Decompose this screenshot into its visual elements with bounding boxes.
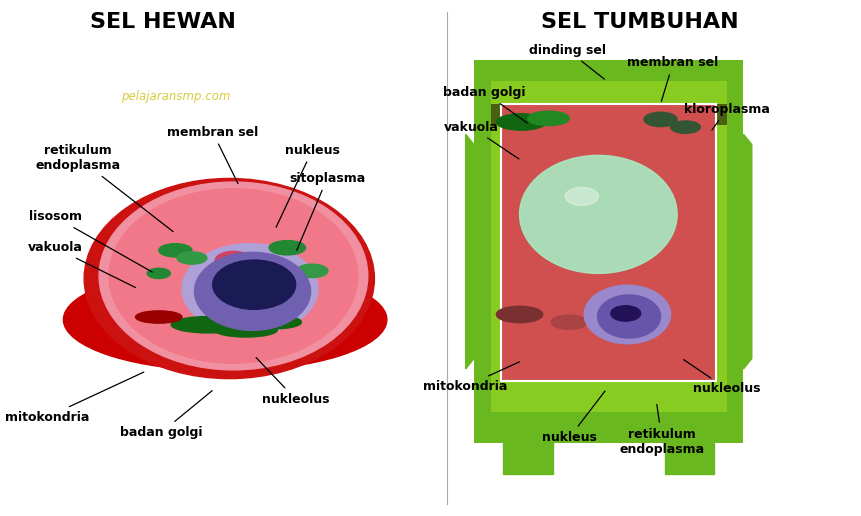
Text: membran sel: membran sel (628, 56, 719, 101)
Text: badan golgi: badan golgi (443, 86, 527, 123)
Ellipse shape (248, 315, 301, 329)
Ellipse shape (195, 252, 311, 330)
Ellipse shape (64, 268, 387, 371)
Text: vakuola: vakuola (444, 121, 519, 159)
Text: nukleolus: nukleolus (684, 360, 760, 395)
FancyBboxPatch shape (491, 104, 727, 124)
Ellipse shape (158, 244, 192, 257)
Ellipse shape (177, 252, 207, 264)
Ellipse shape (213, 260, 295, 309)
Ellipse shape (99, 182, 368, 370)
Ellipse shape (519, 155, 677, 273)
Ellipse shape (226, 280, 273, 303)
Ellipse shape (496, 306, 542, 322)
Ellipse shape (135, 311, 182, 323)
Ellipse shape (296, 264, 328, 278)
Polygon shape (466, 134, 474, 369)
Text: pelajaransmp.com: pelajaransmp.com (121, 90, 230, 103)
Text: retikulum
endoplasma: retikulum endoplasma (36, 144, 173, 232)
Ellipse shape (109, 189, 358, 363)
Text: SEL TUMBUHAN: SEL TUMBUHAN (541, 12, 739, 32)
Ellipse shape (214, 322, 277, 337)
Polygon shape (665, 443, 715, 474)
Text: lisosom: lisosom (28, 211, 152, 272)
Ellipse shape (269, 240, 306, 255)
Ellipse shape (182, 244, 318, 334)
Ellipse shape (551, 315, 587, 329)
Text: kloroplasma: kloroplasma (684, 103, 770, 130)
FancyBboxPatch shape (474, 60, 744, 443)
Text: nukleus: nukleus (542, 391, 605, 444)
Ellipse shape (671, 121, 700, 133)
Text: badan golgi: badan golgi (120, 391, 212, 439)
Ellipse shape (565, 187, 598, 205)
Text: mitokondria: mitokondria (4, 372, 144, 424)
Ellipse shape (171, 316, 246, 333)
Ellipse shape (147, 268, 170, 279)
Polygon shape (503, 443, 553, 474)
Ellipse shape (528, 111, 569, 125)
Polygon shape (744, 134, 752, 369)
Ellipse shape (585, 285, 671, 344)
Text: SEL HEWAN: SEL HEWAN (90, 12, 236, 32)
FancyBboxPatch shape (491, 81, 727, 412)
Ellipse shape (496, 114, 546, 130)
Text: mitokondria: mitokondria (424, 362, 519, 393)
Text: dinding sel: dinding sel (530, 44, 606, 79)
FancyBboxPatch shape (501, 104, 716, 381)
Text: sitoplasma: sitoplasma (289, 172, 365, 250)
Text: nukleus: nukleus (276, 144, 339, 227)
Ellipse shape (215, 251, 251, 270)
Ellipse shape (84, 179, 375, 379)
Ellipse shape (644, 112, 677, 126)
Text: nukleolus: nukleolus (256, 358, 330, 406)
Ellipse shape (598, 295, 660, 338)
Text: membran sel: membran sel (167, 126, 258, 184)
Text: retikulum
endoplasma: retikulum endoplasma (620, 405, 705, 456)
Ellipse shape (610, 305, 641, 321)
Text: vakuola: vakuola (28, 241, 135, 287)
